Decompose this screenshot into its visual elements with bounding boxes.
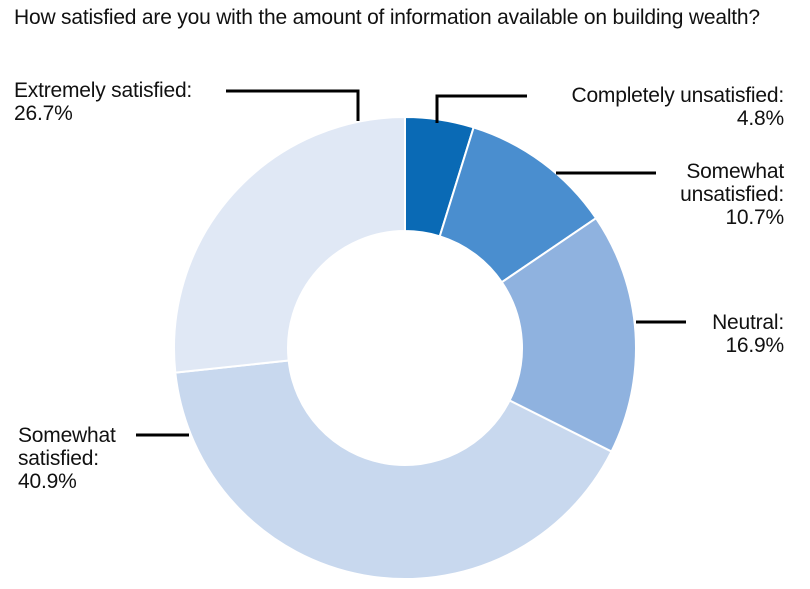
slice-neutral [500, 216, 637, 453]
label-completely-unsatisfied-value: 4.8% [736, 107, 784, 130]
label-somewhat-satisfied-line1: Somewhat [18, 424, 116, 447]
label-completely-unsatisfied-name: Completely unsatisfied: [571, 84, 784, 107]
label-extremely-satisfied: Extremely satisfied: 26.7% [14, 79, 234, 125]
label-somewhat-satisfied: Somewhat satisfied: 40.9% [18, 424, 148, 493]
label-extremely-satisfied-value: 26.7% [14, 102, 73, 125]
leader-line-completely-unsatisfied [435, 94, 527, 123]
slice-extremely-satisfied [173, 115, 406, 374]
label-extremely-satisfied-name: Extremely satisfied: [14, 79, 193, 102]
label-somewhat-unsatisfied-line1: Somewhat [686, 160, 784, 183]
label-somewhat-satisfied-line2: satisfied: [18, 447, 99, 470]
leader-line-extremely-satisfied [226, 89, 360, 121]
slice-somewhat-satisfied [174, 359, 613, 580]
leader-lines [136, 89, 686, 437]
label-somewhat-satisfied-value: 40.9% [18, 470, 77, 493]
label-somewhat-unsatisfied: Somewhat unsatisfied: 10.7% [640, 160, 784, 229]
label-somewhat-unsatisfied-line2: unsatisfied: [680, 183, 784, 206]
label-neutral-name: Neutral: [712, 311, 784, 334]
label-neutral-value: 16.9% [725, 334, 784, 357]
donut-slices [173, 115, 637, 580]
label-neutral: Neutral: 16.9% [680, 311, 784, 357]
label-somewhat-unsatisfied-value: 10.7% [725, 206, 784, 229]
label-completely-unsatisfied: Completely unsatisfied: 4.8% [528, 84, 784, 130]
chart-title: How satisfied are you with the amount of… [14, 6, 760, 29]
